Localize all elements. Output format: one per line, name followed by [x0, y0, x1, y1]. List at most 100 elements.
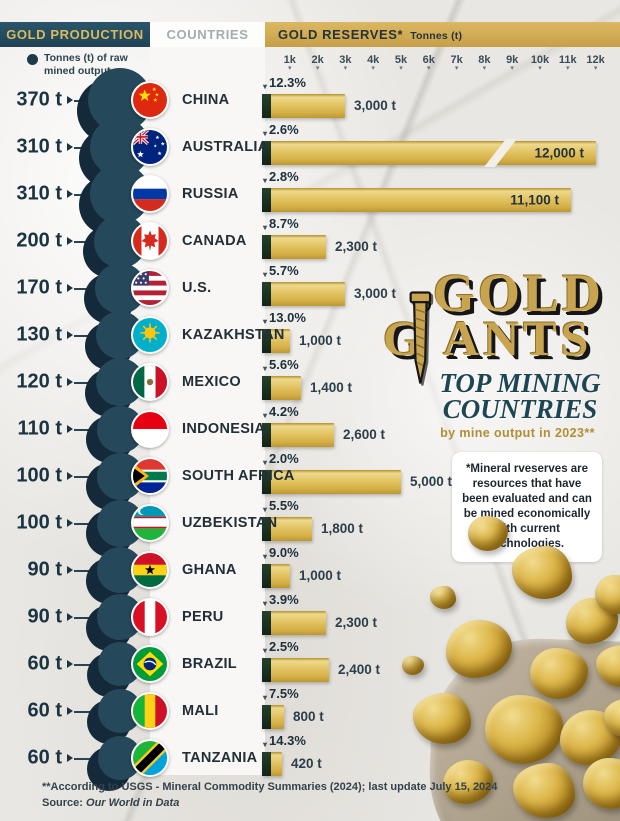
country-row: 370 t CHINA ▾ 12.3% 3,000 t	[0, 68, 620, 143]
reserves-bar	[262, 610, 326, 635]
reserves-percentage: ▾ 4.2%	[263, 403, 299, 420]
arrow-right-icon	[67, 284, 73, 292]
reserves-value: 2,300 t	[335, 238, 378, 254]
gold-reserves-header-title: GOLD RESERVES*	[278, 27, 404, 42]
country-label: CHINA	[182, 92, 230, 108]
pct-marker-icon: ▾	[263, 457, 268, 467]
axis-tick-mark-icon: ▾	[399, 65, 403, 72]
reserves-percentage: ▾ 13.0%	[263, 310, 306, 326]
reserves-percentage: ▾ 8.7%	[263, 216, 299, 232]
reserves-bar	[262, 563, 290, 588]
flag-icon	[131, 598, 169, 636]
arrow-right-icon	[67, 613, 73, 621]
gold-production-header: GOLD PRODUCTION	[0, 22, 150, 47]
country-row: 130 t KAZAKHSTAN ▾ 13.0% 1,000 t	[0, 310, 620, 370]
arrow-right-icon	[67, 472, 73, 480]
reserves-bar: 11,100 t	[262, 187, 571, 212]
axis-tick: 10k ▾	[525, 54, 555, 72]
arrow-right-icon	[67, 660, 73, 668]
axis-tick-label: 11k	[558, 54, 577, 66]
axis-tick-mark-icon: ▾	[538, 65, 542, 72]
production-value: 90 t	[27, 558, 62, 581]
axis-tick-mark-icon: ▾	[510, 65, 514, 72]
flag-icon	[131, 175, 169, 213]
flag-icon	[131, 551, 169, 589]
flag-icon	[131, 222, 169, 260]
reserves-percentage: ▾ 2.0%	[263, 451, 299, 467]
country-row: 90 t PERU ▾ 3.9% 2,300 t	[0, 592, 620, 651]
countries-column-band	[150, 22, 265, 775]
axis-tick-label: 10k	[530, 54, 550, 66]
pct-marker-icon: ▾	[263, 81, 268, 91]
country-label: GHANA	[182, 562, 237, 578]
flag-icon	[131, 410, 169, 448]
title-giants-rest: ANTS	[443, 310, 593, 366]
reserves-bar	[262, 328, 290, 353]
country-label: INDONESIA	[182, 421, 266, 437]
country-row: 120 t MEXICO ▾ 5.6% 1,400 t	[0, 357, 620, 417]
arrow-right-icon	[67, 566, 73, 574]
axis-tick-mark-icon: ▾	[427, 65, 431, 72]
flag-icon	[131, 269, 169, 307]
axis-tick-label: 2k	[311, 54, 324, 66]
flag-icon	[131, 81, 169, 119]
gold-reserves-unit: Tonnes (t)	[410, 30, 463, 42]
country-row: 310 t RUSSIA ▾ 2.8% 11,100 t	[0, 164, 620, 235]
axis-tick-label: 7k	[450, 54, 463, 66]
axis-tick-label: 1k	[283, 54, 296, 66]
axis-tick-label: 4k	[367, 54, 380, 66]
axis-tick-mark-icon: ▾	[343, 65, 348, 72]
production-value: 90 t	[27, 605, 62, 628]
reserves-bar	[262, 516, 312, 541]
production-value: 130 t	[16, 323, 62, 346]
reserves-percentage-value: 12.3%	[269, 74, 306, 90]
country-label: AUSTRALIA	[182, 139, 269, 155]
reserves-value: 800 t	[293, 708, 324, 724]
country-row: 60 t TANZANIA ▾ 14.3% 420 t	[0, 732, 620, 791]
axis-tick: 7k ▾	[442, 54, 472, 72]
gold-nugget	[513, 763, 575, 818]
production-value: 370 t	[16, 88, 62, 111]
country-label: TANZANIA	[182, 750, 258, 766]
reserves-percentage: ▾ 2.5%	[263, 639, 299, 655]
countries-header: COUNTRIES	[150, 22, 265, 47]
axis-tick: 11k ▾	[553, 54, 583, 72]
axis-tick: 1k ▾	[275, 54, 305, 72]
production-value: 310 t	[16, 135, 62, 158]
axis-tick-label: 8k	[478, 54, 491, 66]
axis-tick-label: 5k	[394, 54, 408, 66]
gold-nugget	[512, 546, 572, 599]
axis-tick-label: 6k	[422, 54, 435, 66]
gold-nugget	[604, 698, 620, 738]
axis-tick: 5k ▾	[386, 54, 416, 72]
axis-tick-mark-icon: ▾	[371, 65, 375, 72]
arrow-right-icon	[67, 425, 73, 433]
pct-marker-icon: ▾	[263, 504, 268, 514]
bar-cap	[262, 516, 271, 541]
subtitle-countries: COUNTRIES	[442, 394, 598, 424]
reserves-value: 1,400 t	[310, 379, 353, 395]
reserves-percentage: ▾ 2.6%	[263, 122, 299, 138]
reserves-percentage-value: 14.3%	[269, 732, 306, 748]
bar-cap	[262, 93, 271, 118]
reserves-percentage: ▾ 14.3%	[263, 732, 306, 749]
bar-cap	[262, 187, 271, 212]
legend-dot-icon	[27, 54, 38, 65]
production-value: 170 t	[16, 276, 62, 299]
arrow-right-icon	[67, 331, 73, 339]
reserves-percentage-value: 4.2%	[269, 403, 299, 419]
footnote: **According to USGS - Mineral Commodity …	[42, 781, 498, 793]
pct-marker-icon: ▾	[263, 410, 268, 420]
pct-marker-icon: ▾	[263, 739, 268, 749]
axis-tick-mark-icon: ▾	[593, 65, 598, 72]
reserves-bar	[262, 93, 345, 118]
reserves-value: 1,000 t	[299, 332, 342, 348]
reserves-value: 1,000 t	[299, 567, 342, 583]
reserves-bar	[262, 234, 326, 259]
country-label: KAZAKHSTAN	[182, 327, 285, 343]
reserves-percentage-value: 5.7%	[269, 262, 299, 278]
reserves-value: 2,600 t	[343, 426, 386, 442]
country-row: 60 t MALI ▾ 7.5% 800 t	[0, 686, 620, 744]
